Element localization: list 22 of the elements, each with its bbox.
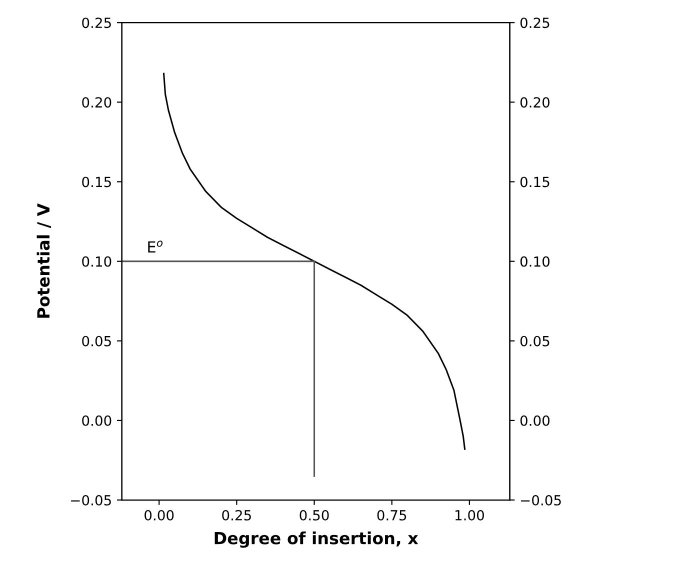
y2-tick-label: 0.05 [520,336,550,346]
y-tick-label: 0.25 [82,18,111,28]
annotation: E$^{o}$ [148,240,163,252]
x-tick-label: 1.00 [456,510,484,520]
x-tick-label: 0.75 [377,510,406,520]
y2-tick-label: 0.15 [520,176,550,188]
y2-tick-label: 0.10 [520,256,550,267]
y-tick-label: 0.10 [82,256,112,267]
x-tick-label: 0.00 [144,510,174,520]
y-tick-label: 0.15 [82,176,111,188]
y-axis-title: Potential / V [36,203,51,318]
y2-tick-label: 0.25 [520,18,550,28]
y-tick-label: −0.05 [71,494,111,506]
x-tick-label: 0.25 [222,510,251,520]
y-tick-label: 0.00 [82,415,112,426]
y2-tick-label: 0.00 [520,415,550,426]
y2-tick-label: −0.05 [520,494,561,506]
y-tick-label: 0.20 [82,97,112,108]
x-axis-title: Degree of insertion, x [214,532,418,548]
y-tick-label: 0.05 [82,336,111,346]
y2-tick-label: 0.20 [520,97,550,108]
x-tick-label: 0.50 [300,510,329,520]
